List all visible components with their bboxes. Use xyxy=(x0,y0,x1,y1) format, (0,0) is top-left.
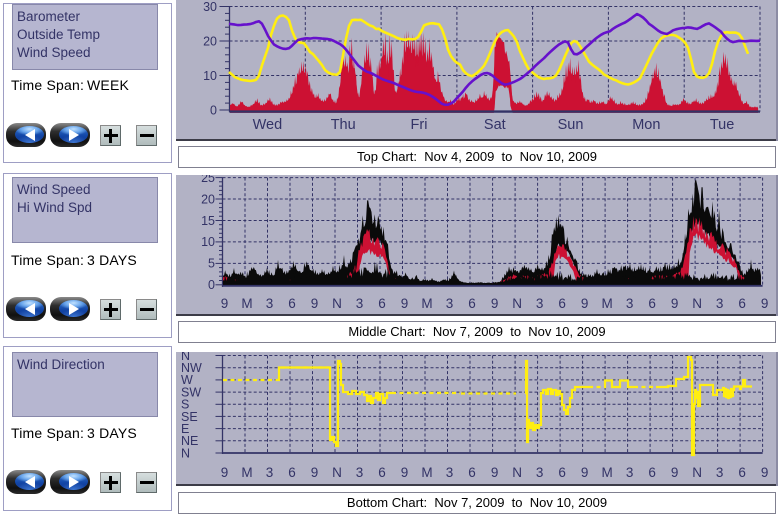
svg-text:6: 6 xyxy=(378,296,386,311)
svg-text:9: 9 xyxy=(491,465,499,480)
svg-text:9: 9 xyxy=(311,465,319,480)
svg-text:SE: SE xyxy=(181,410,198,424)
svg-text:9: 9 xyxy=(401,465,409,480)
svg-text:3: 3 xyxy=(626,296,634,311)
svg-text:9: 9 xyxy=(401,296,409,311)
svg-text:5: 5 xyxy=(208,257,215,271)
svg-text:N: N xyxy=(332,465,342,480)
svg-text:9: 9 xyxy=(221,465,229,480)
svg-text:6: 6 xyxy=(648,465,656,480)
svg-text:6: 6 xyxy=(738,296,746,311)
svg-text:6: 6 xyxy=(648,296,656,311)
svg-text:3: 3 xyxy=(266,296,274,311)
svg-text:15: 15 xyxy=(201,214,215,228)
svg-text:NE: NE xyxy=(181,434,198,448)
svg-text:S: S xyxy=(181,398,189,412)
svg-text:Sun: Sun xyxy=(558,117,584,133)
svg-text:6: 6 xyxy=(738,465,746,480)
svg-text:N: N xyxy=(332,296,342,311)
svg-text:6: 6 xyxy=(378,465,386,480)
svg-text:M: M xyxy=(241,296,252,311)
svg-text:3: 3 xyxy=(536,465,544,480)
svg-text:3: 3 xyxy=(626,465,634,480)
svg-text:9: 9 xyxy=(311,296,319,311)
svg-text:30: 30 xyxy=(203,0,217,14)
svg-text:3: 3 xyxy=(716,296,724,311)
svg-text:6: 6 xyxy=(558,465,566,480)
svg-text:3: 3 xyxy=(356,296,364,311)
svg-text:3: 3 xyxy=(716,465,724,480)
svg-text:20: 20 xyxy=(201,192,215,206)
svg-text:10: 10 xyxy=(201,235,215,249)
svg-text:Tue: Tue xyxy=(710,117,734,133)
svg-text:M: M xyxy=(241,465,252,480)
svg-text:9: 9 xyxy=(761,296,769,311)
svg-text:3: 3 xyxy=(536,296,544,311)
svg-text:N: N xyxy=(181,352,190,363)
svg-text:9: 9 xyxy=(671,296,679,311)
svg-text:3: 3 xyxy=(266,465,274,480)
svg-text:M: M xyxy=(421,296,432,311)
svg-text:M: M xyxy=(601,465,612,480)
svg-text:Thu: Thu xyxy=(331,117,356,133)
svg-text:NW: NW xyxy=(181,361,202,375)
svg-text:Mon: Mon xyxy=(632,117,660,133)
svg-text:9: 9 xyxy=(221,296,229,311)
svg-text:W: W xyxy=(181,373,193,387)
svg-text:0: 0 xyxy=(210,103,217,117)
svg-text:9: 9 xyxy=(491,296,499,311)
svg-text:N: N xyxy=(181,446,190,460)
svg-text:3: 3 xyxy=(446,296,454,311)
svg-text:9: 9 xyxy=(671,465,679,480)
svg-text:10: 10 xyxy=(203,69,217,83)
svg-text:6: 6 xyxy=(288,465,296,480)
svg-text:N: N xyxy=(512,296,522,311)
svg-text:N: N xyxy=(692,465,702,480)
svg-text:20: 20 xyxy=(203,34,217,48)
svg-text:Sat: Sat xyxy=(484,117,506,133)
svg-text:Fri: Fri xyxy=(411,117,428,133)
svg-text:9: 9 xyxy=(581,465,589,480)
svg-text:25: 25 xyxy=(201,175,215,185)
svg-text:Wed: Wed xyxy=(253,117,283,133)
svg-text:M: M xyxy=(601,296,612,311)
svg-text:9: 9 xyxy=(761,465,769,480)
svg-text:6: 6 xyxy=(468,465,476,480)
svg-text:6: 6 xyxy=(468,296,476,311)
svg-text:3: 3 xyxy=(446,465,454,480)
svg-text:N: N xyxy=(512,465,522,480)
svg-text:0: 0 xyxy=(208,278,215,292)
svg-text:6: 6 xyxy=(288,296,296,311)
svg-text:N: N xyxy=(692,296,702,311)
svg-text:9: 9 xyxy=(581,296,589,311)
svg-text:3: 3 xyxy=(356,465,364,480)
svg-text:M: M xyxy=(421,465,432,480)
svg-text:E: E xyxy=(181,422,189,436)
svg-text:SW: SW xyxy=(181,385,201,399)
svg-text:6: 6 xyxy=(558,296,566,311)
